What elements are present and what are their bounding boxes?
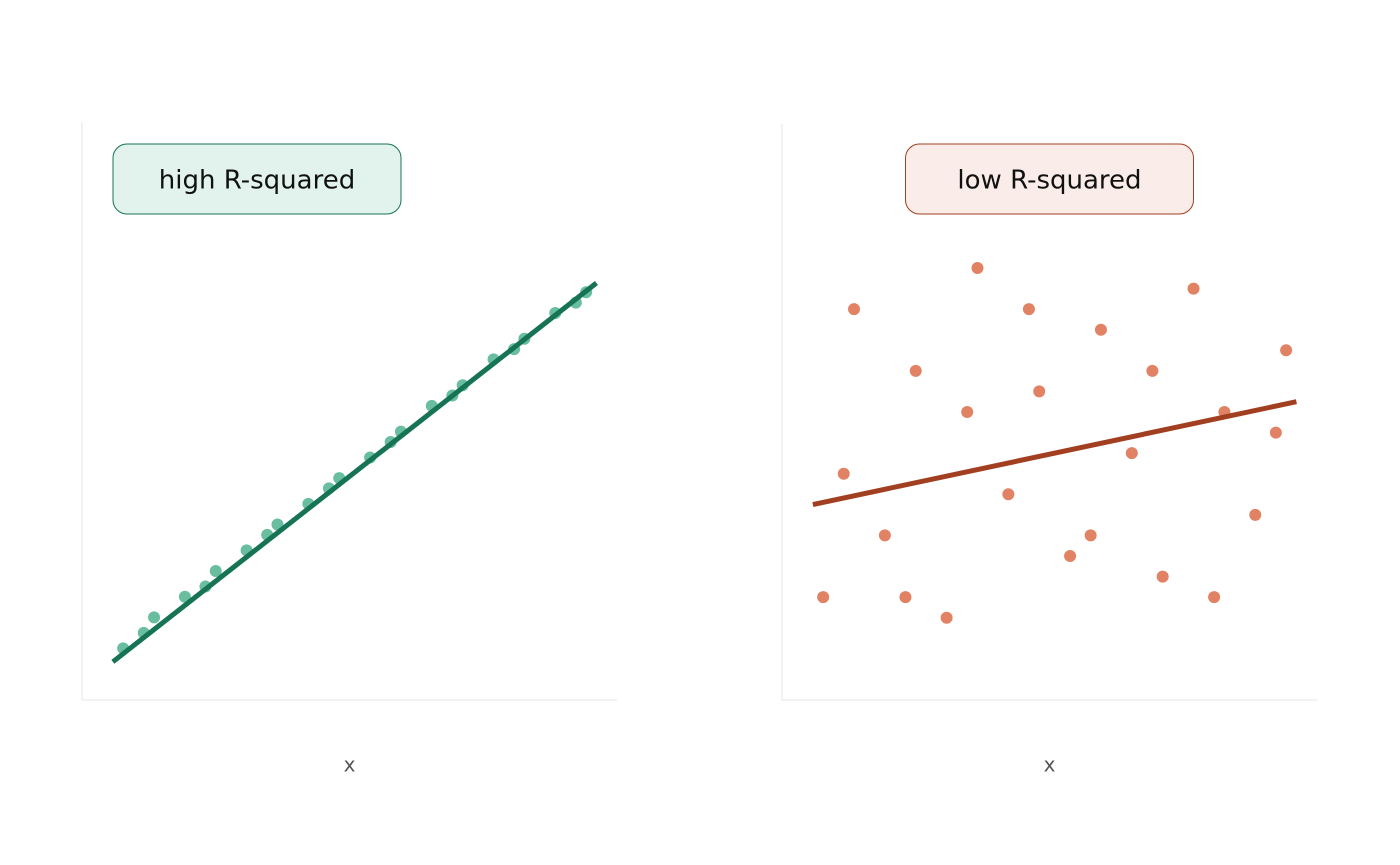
point	[940, 611, 953, 624]
point	[1269, 426, 1282, 439]
point	[1002, 488, 1015, 501]
fit-line	[812, 399, 1297, 508]
point	[848, 303, 861, 316]
point	[178, 590, 191, 603]
point	[961, 406, 974, 418]
point	[878, 529, 891, 542]
point	[1125, 447, 1138, 460]
point	[1022, 303, 1035, 316]
title-box	[112, 143, 402, 215]
point	[1033, 385, 1046, 398]
point	[1249, 508, 1262, 521]
point	[1084, 529, 1097, 542]
point	[1187, 282, 1200, 295]
point	[209, 564, 222, 577]
point	[148, 611, 161, 624]
point	[837, 467, 850, 480]
chart-title: high R-squared	[159, 166, 355, 196]
point	[1208, 591, 1221, 604]
point	[1146, 364, 1159, 377]
x-axis-label: x	[1044, 753, 1056, 777]
point	[899, 591, 912, 604]
point	[1156, 570, 1169, 583]
point	[971, 262, 984, 274]
x-axis-label: x	[344, 753, 356, 777]
title-box	[905, 143, 1194, 215]
point	[817, 591, 830, 604]
point	[1280, 344, 1293, 357]
point	[1064, 550, 1077, 562]
fit-line	[111, 281, 598, 664]
point	[1094, 323, 1107, 336]
point	[909, 364, 922, 377]
chart-title: low R-squared	[957, 166, 1141, 196]
